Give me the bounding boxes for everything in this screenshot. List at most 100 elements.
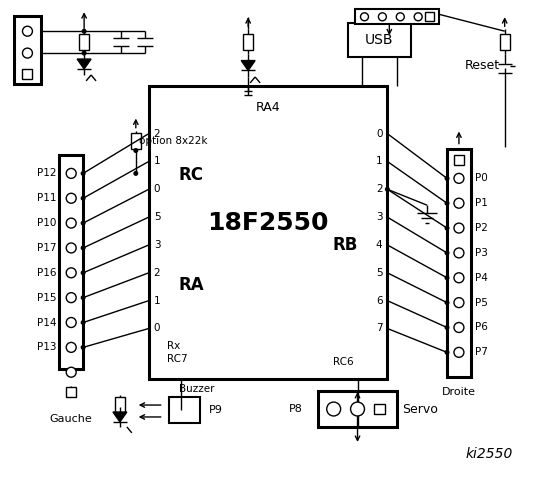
Circle shape	[445, 276, 449, 279]
Circle shape	[454, 248, 464, 258]
Text: P0: P0	[475, 173, 488, 183]
Text: Gauche: Gauche	[50, 414, 92, 424]
Circle shape	[66, 168, 76, 179]
Text: P16: P16	[37, 268, 56, 278]
Text: 3: 3	[375, 212, 382, 222]
Text: 0: 0	[154, 324, 160, 334]
Bar	[354, 9, 439, 24]
Text: 5: 5	[375, 268, 382, 278]
Circle shape	[454, 198, 464, 208]
Text: 6: 6	[375, 296, 382, 306]
Text: 2: 2	[154, 129, 160, 139]
Circle shape	[397, 13, 404, 21]
Circle shape	[81, 296, 85, 300]
Text: P4: P4	[475, 273, 488, 283]
Text: P8: P8	[289, 404, 303, 414]
Text: P9: P9	[208, 405, 222, 415]
Circle shape	[81, 221, 85, 225]
Text: Rx: Rx	[166, 341, 180, 351]
Bar	[425, 12, 434, 21]
Circle shape	[66, 243, 76, 253]
Polygon shape	[241, 60, 255, 71]
Polygon shape	[77, 59, 91, 69]
Circle shape	[66, 268, 76, 278]
Circle shape	[81, 171, 85, 175]
Text: 2: 2	[375, 184, 382, 194]
Text: Droite: Droite	[442, 387, 476, 397]
Text: Servo: Servo	[402, 403, 438, 416]
Text: P2: P2	[475, 223, 488, 233]
Bar	[79, 34, 89, 50]
Bar	[149, 86, 387, 379]
Text: 1: 1	[154, 296, 160, 306]
Circle shape	[66, 342, 76, 352]
Text: Reset: Reset	[465, 59, 500, 72]
Text: P15: P15	[37, 293, 56, 303]
Bar	[23, 69, 33, 79]
Circle shape	[454, 273, 464, 283]
Text: 1: 1	[375, 156, 382, 167]
Text: P7: P7	[475, 348, 488, 357]
Text: RB: RB	[333, 236, 358, 254]
Text: 3: 3	[154, 240, 160, 250]
Circle shape	[134, 171, 138, 175]
Text: P12: P12	[37, 168, 56, 179]
Bar	[348, 23, 411, 57]
Text: P17: P17	[37, 243, 56, 253]
Circle shape	[66, 293, 76, 302]
Circle shape	[445, 301, 449, 304]
Circle shape	[66, 318, 76, 327]
Circle shape	[327, 402, 341, 416]
Bar	[66, 387, 76, 397]
Circle shape	[23, 26, 33, 36]
Text: RA: RA	[179, 276, 204, 294]
Text: P11: P11	[37, 193, 56, 203]
Text: RC7: RC7	[166, 354, 187, 364]
Text: 2: 2	[154, 268, 160, 278]
Text: 0: 0	[154, 184, 160, 194]
Bar	[13, 16, 41, 84]
Text: P5: P5	[475, 298, 488, 308]
Circle shape	[134, 149, 138, 152]
Circle shape	[445, 350, 449, 354]
Circle shape	[454, 348, 464, 357]
Text: P10: P10	[37, 218, 56, 228]
Text: 0: 0	[376, 129, 382, 139]
Polygon shape	[113, 412, 127, 422]
Text: RC: RC	[179, 167, 204, 184]
Text: option 8x22k: option 8x22k	[139, 135, 207, 145]
Bar	[115, 397, 125, 413]
Text: 18F2550: 18F2550	[207, 211, 329, 235]
Circle shape	[414, 13, 422, 21]
Bar	[131, 132, 141, 148]
Circle shape	[385, 188, 389, 191]
Circle shape	[81, 271, 85, 275]
Circle shape	[454, 173, 464, 183]
Circle shape	[82, 29, 86, 33]
Circle shape	[66, 218, 76, 228]
Text: 4: 4	[375, 240, 382, 250]
Circle shape	[81, 196, 85, 200]
Circle shape	[445, 177, 449, 180]
Circle shape	[81, 346, 85, 349]
Text: USB: USB	[365, 33, 394, 47]
Text: 5: 5	[154, 212, 160, 222]
Text: RC6: RC6	[333, 357, 353, 367]
Circle shape	[81, 246, 85, 250]
Circle shape	[82, 51, 86, 55]
Circle shape	[351, 402, 364, 416]
Circle shape	[454, 298, 464, 308]
Text: Buzzer: Buzzer	[179, 384, 214, 394]
Circle shape	[23, 48, 33, 58]
Text: 7: 7	[375, 324, 382, 334]
Circle shape	[454, 223, 464, 233]
Circle shape	[66, 193, 76, 203]
Bar	[318, 391, 397, 427]
Text: ki2550: ki2550	[465, 447, 513, 461]
Circle shape	[445, 251, 449, 255]
Bar	[454, 156, 464, 166]
Text: P13: P13	[37, 342, 56, 352]
Bar	[243, 34, 253, 49]
Circle shape	[66, 367, 76, 377]
Circle shape	[445, 326, 449, 329]
